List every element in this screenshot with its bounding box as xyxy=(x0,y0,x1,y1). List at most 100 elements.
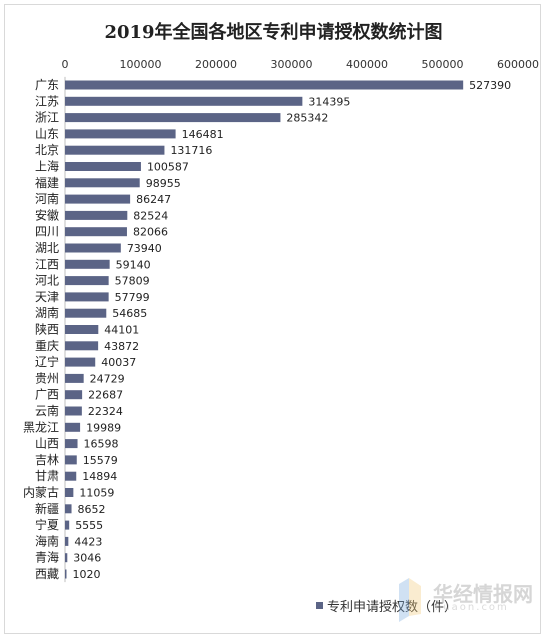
legend: 专利申请授权数（件） xyxy=(316,596,457,615)
bar xyxy=(65,471,77,481)
category-label: 湖南 xyxy=(35,305,59,320)
bar xyxy=(65,455,77,465)
bar-value-label: 4423 xyxy=(74,535,102,548)
bar-value-label: 8652 xyxy=(78,503,106,516)
bar xyxy=(65,243,121,253)
category-label: 新疆 xyxy=(35,501,59,516)
category-label: 云南 xyxy=(35,403,59,418)
category-label: 陕西 xyxy=(35,322,59,337)
x-tick-label: 200000 xyxy=(195,58,237,71)
category-label: 黑龙江 xyxy=(23,420,59,434)
bar-value-label: 22687 xyxy=(88,389,123,402)
bar xyxy=(65,292,109,302)
bar-value-label: 59140 xyxy=(116,258,151,271)
category-label: 广西 xyxy=(35,388,59,402)
bar-value-label: 43872 xyxy=(104,340,139,353)
bar xyxy=(65,488,74,497)
legend-label: 专利申请授权数（件） xyxy=(327,600,458,615)
bar xyxy=(65,113,281,123)
x-tick-label: 600000 xyxy=(497,58,539,71)
bar xyxy=(65,210,128,220)
bar-value-label: 527390 xyxy=(469,79,511,92)
bar-value-label: 14894 xyxy=(82,470,117,483)
category-label: 内蒙古 xyxy=(23,485,59,500)
category-label: 山东 xyxy=(35,127,59,141)
category-label: 河南 xyxy=(35,191,59,206)
category-label: 贵州 xyxy=(35,371,59,385)
bar-value-label: 314395 xyxy=(308,95,350,108)
bar xyxy=(65,439,78,449)
bar-value-label: 98955 xyxy=(146,177,181,190)
bar xyxy=(65,325,99,334)
bar-value-label: 100587 xyxy=(147,161,189,174)
bar xyxy=(65,276,109,286)
category-label: 天津 xyxy=(35,290,59,304)
bar xyxy=(65,259,110,269)
category-label: 北京 xyxy=(35,143,59,157)
bar-value-label: 24729 xyxy=(90,372,125,385)
bar-value-label: 131716 xyxy=(170,144,212,157)
bar-value-label: 5555 xyxy=(75,519,103,532)
bar-value-label: 57799 xyxy=(115,291,150,304)
bar-value-label: 54685 xyxy=(112,307,147,320)
bar-value-label: 82066 xyxy=(133,226,168,239)
bar-value-label: 15579 xyxy=(83,454,118,467)
bar-value-label: 40037 xyxy=(101,356,136,369)
category-label: 上海 xyxy=(35,159,59,174)
category-label: 广东 xyxy=(35,78,59,92)
bar xyxy=(65,194,131,204)
bar-value-label: 19989 xyxy=(86,421,121,434)
x-tick-label: 100000 xyxy=(120,58,162,71)
category-label: 山西 xyxy=(35,437,59,451)
bar-value-label: 16598 xyxy=(84,438,119,451)
category-label: 辽宁 xyxy=(35,354,59,369)
category-label: 浙江 xyxy=(35,111,59,125)
category-label: 西藏 xyxy=(35,567,59,581)
bar-value-label: 86247 xyxy=(136,193,171,206)
chart-frame xyxy=(4,4,541,634)
bar-value-label: 1020 xyxy=(73,568,101,581)
category-label: 甘肃 xyxy=(35,469,59,483)
category-label: 青海 xyxy=(35,550,59,565)
category-label: 吉林 xyxy=(35,453,59,467)
x-tick-label: 0 xyxy=(62,58,69,71)
watermark-subtext: huaon.com xyxy=(435,602,509,613)
bar-value-label: 44101 xyxy=(104,324,139,337)
bar xyxy=(65,129,176,139)
category-label: 河北 xyxy=(35,274,59,288)
watermark: 华经情报网 huaon.com xyxy=(395,578,535,628)
legend-swatch xyxy=(316,602,323,609)
bar xyxy=(65,341,99,351)
bar-value-label: 57809 xyxy=(115,275,150,288)
watermark-logo-icon xyxy=(399,578,421,622)
bar xyxy=(65,536,69,546)
bar xyxy=(65,373,84,383)
bar xyxy=(65,406,82,416)
chart-title: 2019年全国各地区专利申请授权数统计图 xyxy=(104,22,443,43)
bar-value-label: 73940 xyxy=(127,242,162,255)
bar xyxy=(65,569,67,579)
bar xyxy=(65,178,140,188)
bar xyxy=(65,520,70,530)
bar-value-label: 11059 xyxy=(79,487,114,500)
category-label: 四川 xyxy=(35,225,59,239)
category-label: 福建 xyxy=(35,175,59,190)
x-tick-label: 400000 xyxy=(346,58,388,71)
bar xyxy=(65,390,83,400)
bar xyxy=(65,80,464,90)
category-label: 安徽 xyxy=(35,207,59,222)
watermark-text: 华经情报网 xyxy=(433,582,533,606)
x-tick-label: 300000 xyxy=(271,58,313,71)
bar xyxy=(65,504,72,514)
bar xyxy=(65,145,165,155)
bar xyxy=(65,227,127,237)
bar xyxy=(65,357,96,367)
bar-value-label: 82524 xyxy=(133,209,168,222)
bar-value-label: 146481 xyxy=(182,128,224,141)
bar-value-label: 22324 xyxy=(88,405,123,418)
x-tick-label: 500000 xyxy=(422,58,464,71)
category-label: 江西 xyxy=(35,257,59,271)
category-label: 宁夏 xyxy=(35,517,59,532)
category-label: 江苏 xyxy=(35,94,59,108)
